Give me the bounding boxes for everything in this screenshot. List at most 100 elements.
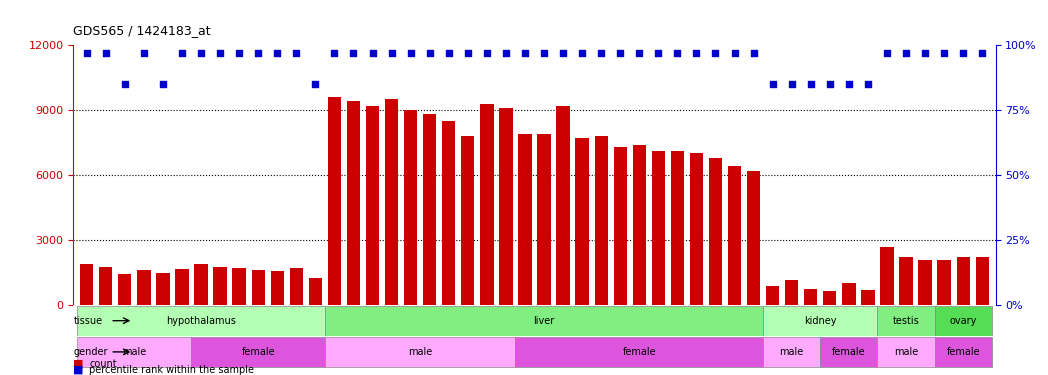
Bar (347, 101, 361, 305)
Point (135, 50, 152, 56)
FancyBboxPatch shape (78, 306, 325, 336)
Bar (366, 106, 379, 305)
Bar (214, 267, 226, 305)
Bar (233, 268, 246, 305)
Bar (80, 264, 93, 305)
Text: gender: gender (73, 347, 108, 357)
Point (498, 50, 515, 56)
Point (269, 50, 286, 56)
Bar (671, 151, 684, 305)
Point (536, 50, 552, 56)
FancyBboxPatch shape (325, 306, 763, 336)
Bar (385, 99, 398, 305)
Text: ■: ■ (73, 365, 84, 375)
Point (593, 50, 610, 56)
Text: tissue: tissue (73, 316, 103, 326)
Point (726, 50, 743, 56)
Point (612, 50, 629, 56)
Text: GDS565 / 1424183_at: GDS565 / 1424183_at (73, 24, 211, 38)
Bar (538, 134, 550, 305)
Bar (100, 267, 112, 305)
Point (859, 81, 876, 87)
Point (79, 50, 95, 56)
Point (231, 50, 247, 56)
Bar (442, 121, 456, 305)
Text: count: count (89, 359, 116, 369)
Point (631, 50, 648, 56)
FancyBboxPatch shape (935, 306, 991, 336)
Text: testis: testis (893, 316, 919, 326)
Bar (137, 270, 151, 305)
Text: male: male (123, 347, 147, 357)
Bar (194, 264, 208, 305)
Point (288, 50, 305, 56)
Point (174, 50, 191, 56)
Bar (252, 270, 265, 305)
Bar (328, 97, 341, 305)
Point (345, 50, 362, 56)
Point (764, 81, 781, 87)
Bar (938, 260, 951, 305)
Bar (747, 171, 760, 305)
Point (573, 50, 590, 56)
Bar (423, 114, 436, 305)
Point (364, 50, 380, 56)
Point (878, 50, 895, 56)
Bar (575, 138, 589, 305)
Bar (403, 110, 417, 305)
Point (97, 50, 114, 56)
Text: male: male (780, 347, 804, 357)
Point (421, 50, 438, 56)
Point (554, 50, 571, 56)
Point (955, 50, 971, 56)
Point (840, 81, 857, 87)
FancyBboxPatch shape (192, 337, 325, 367)
Bar (766, 286, 780, 305)
Point (326, 50, 343, 56)
Bar (976, 257, 989, 305)
FancyBboxPatch shape (78, 337, 192, 367)
Text: kidney: kidney (804, 316, 836, 326)
Bar (728, 166, 741, 305)
Bar (957, 257, 969, 305)
FancyBboxPatch shape (763, 337, 821, 367)
Bar (118, 274, 131, 305)
Point (669, 50, 685, 56)
Text: percentile rank within the sample: percentile rank within the sample (89, 365, 254, 375)
Point (459, 50, 476, 56)
Point (116, 81, 133, 87)
Point (384, 50, 400, 56)
Text: male: male (408, 347, 432, 357)
Bar (918, 260, 932, 305)
Text: female: female (832, 347, 866, 357)
Bar (289, 268, 303, 305)
Point (212, 50, 228, 56)
Text: ■: ■ (73, 359, 84, 369)
Point (249, 50, 266, 56)
Text: female: female (241, 347, 275, 357)
Point (898, 50, 915, 56)
Point (707, 50, 724, 56)
Point (745, 50, 762, 56)
Bar (175, 269, 189, 305)
Point (822, 81, 838, 87)
Bar (823, 291, 836, 305)
Bar (480, 104, 494, 305)
Bar (899, 257, 913, 305)
Bar (861, 290, 875, 305)
Bar (270, 272, 284, 305)
Bar (880, 247, 894, 305)
Bar (499, 108, 512, 305)
Point (193, 50, 210, 56)
Bar (708, 158, 722, 305)
Text: male: male (894, 347, 918, 357)
FancyBboxPatch shape (877, 337, 935, 367)
Point (402, 50, 419, 56)
Text: female: female (946, 347, 980, 357)
FancyBboxPatch shape (877, 306, 935, 336)
Text: female: female (623, 347, 656, 357)
Bar (613, 147, 627, 305)
FancyBboxPatch shape (935, 337, 991, 367)
Bar (843, 284, 855, 305)
Text: liver: liver (533, 316, 554, 326)
